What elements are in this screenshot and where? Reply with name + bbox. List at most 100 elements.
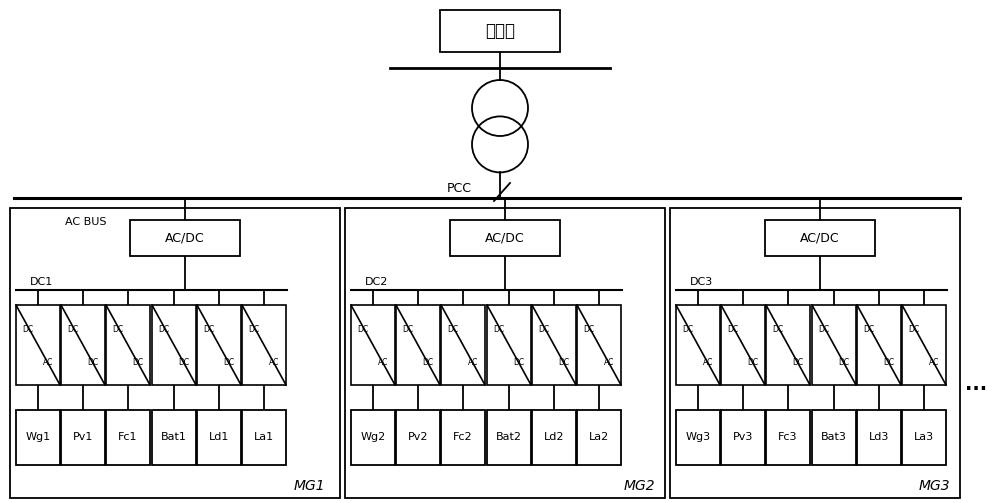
- Text: MG1: MG1: [293, 479, 325, 493]
- Text: Fc3: Fc3: [778, 433, 798, 443]
- Text: DC: DC: [179, 358, 190, 367]
- Text: La2: La2: [589, 433, 609, 443]
- Text: Ld1: Ld1: [209, 433, 229, 443]
- Text: Pv2: Pv2: [408, 433, 428, 443]
- Bar: [676, 305, 720, 385]
- Bar: [152, 305, 196, 385]
- Bar: [197, 305, 241, 385]
- Text: DC: DC: [884, 358, 895, 367]
- Bar: [197, 410, 241, 465]
- Bar: [345, 208, 665, 498]
- Text: Wg1: Wg1: [25, 433, 51, 443]
- Bar: [676, 410, 720, 465]
- Bar: [152, 410, 196, 465]
- Text: La1: La1: [254, 433, 274, 443]
- Bar: [812, 410, 856, 465]
- Bar: [857, 305, 901, 385]
- Text: Fc2: Fc2: [453, 433, 473, 443]
- Text: AC BUS: AC BUS: [65, 217, 106, 227]
- Text: AC: AC: [378, 358, 388, 367]
- Bar: [766, 410, 810, 465]
- Bar: [16, 305, 60, 385]
- Text: AC/DC: AC/DC: [165, 231, 205, 244]
- Bar: [857, 410, 901, 465]
- Text: AC/DC: AC/DC: [800, 231, 840, 244]
- Text: Wg3: Wg3: [685, 433, 711, 443]
- Text: DC: DC: [67, 324, 78, 333]
- Bar: [902, 410, 946, 465]
- Bar: [765, 220, 875, 256]
- Text: DC: DC: [772, 324, 783, 333]
- Text: DC: DC: [402, 324, 413, 333]
- Bar: [721, 305, 765, 385]
- Text: AC: AC: [604, 358, 614, 367]
- Text: DC2: DC2: [365, 277, 388, 287]
- Bar: [106, 410, 150, 465]
- Bar: [61, 305, 105, 385]
- Text: DC: DC: [112, 324, 123, 333]
- Text: AC: AC: [929, 358, 939, 367]
- Text: DC1: DC1: [30, 277, 53, 287]
- Text: AC: AC: [703, 358, 713, 367]
- Bar: [396, 410, 440, 465]
- Text: DC: DC: [793, 358, 804, 367]
- Text: AC: AC: [43, 358, 53, 367]
- Text: Pv1: Pv1: [73, 433, 93, 443]
- Text: DC: DC: [748, 358, 759, 367]
- Text: DC: DC: [493, 324, 504, 333]
- Text: AC/DC: AC/DC: [485, 231, 525, 244]
- Text: La3: La3: [914, 433, 934, 443]
- Text: DC: DC: [248, 324, 259, 333]
- Bar: [130, 220, 240, 256]
- Text: Ld2: Ld2: [544, 433, 564, 443]
- Bar: [766, 305, 810, 385]
- Text: Pv3: Pv3: [733, 433, 753, 443]
- Bar: [532, 305, 576, 385]
- Text: DC: DC: [863, 324, 874, 333]
- Text: Ld3: Ld3: [869, 433, 889, 443]
- Text: AC: AC: [468, 358, 478, 367]
- Bar: [106, 305, 150, 385]
- Text: DC: DC: [514, 358, 525, 367]
- Bar: [351, 410, 395, 465]
- Text: Bat2: Bat2: [496, 433, 522, 443]
- Text: DC: DC: [727, 324, 738, 333]
- Text: DC: DC: [818, 324, 829, 333]
- Text: DC: DC: [22, 324, 33, 333]
- Text: DC: DC: [682, 324, 693, 333]
- Bar: [577, 410, 621, 465]
- Text: MG3: MG3: [918, 479, 950, 493]
- Text: DC: DC: [423, 358, 434, 367]
- Text: Bat1: Bat1: [161, 433, 187, 443]
- Text: DC: DC: [357, 324, 368, 333]
- Bar: [351, 305, 395, 385]
- Text: DC: DC: [203, 324, 214, 333]
- Text: MG2: MG2: [623, 479, 655, 493]
- Bar: [242, 305, 286, 385]
- Text: DC: DC: [158, 324, 169, 333]
- Text: AC: AC: [269, 358, 279, 367]
- Bar: [577, 305, 621, 385]
- Text: ...: ...: [965, 376, 987, 394]
- Bar: [441, 305, 485, 385]
- Text: DC: DC: [133, 358, 144, 367]
- Bar: [450, 220, 560, 256]
- Bar: [396, 305, 440, 385]
- Text: Fc1: Fc1: [118, 433, 138, 443]
- Text: DC: DC: [908, 324, 919, 333]
- Bar: [61, 410, 105, 465]
- Text: DC: DC: [583, 324, 594, 333]
- Text: Bat3: Bat3: [821, 433, 847, 443]
- Bar: [10, 208, 340, 498]
- Text: DC3: DC3: [690, 277, 713, 287]
- Text: DC: DC: [559, 358, 570, 367]
- Bar: [532, 410, 576, 465]
- Text: DC: DC: [88, 358, 99, 367]
- Text: DC: DC: [538, 324, 549, 333]
- Bar: [440, 10, 560, 52]
- Bar: [812, 305, 856, 385]
- Text: 配电网: 配电网: [485, 22, 515, 40]
- Bar: [902, 305, 946, 385]
- Bar: [441, 410, 485, 465]
- Text: Wg2: Wg2: [360, 433, 386, 443]
